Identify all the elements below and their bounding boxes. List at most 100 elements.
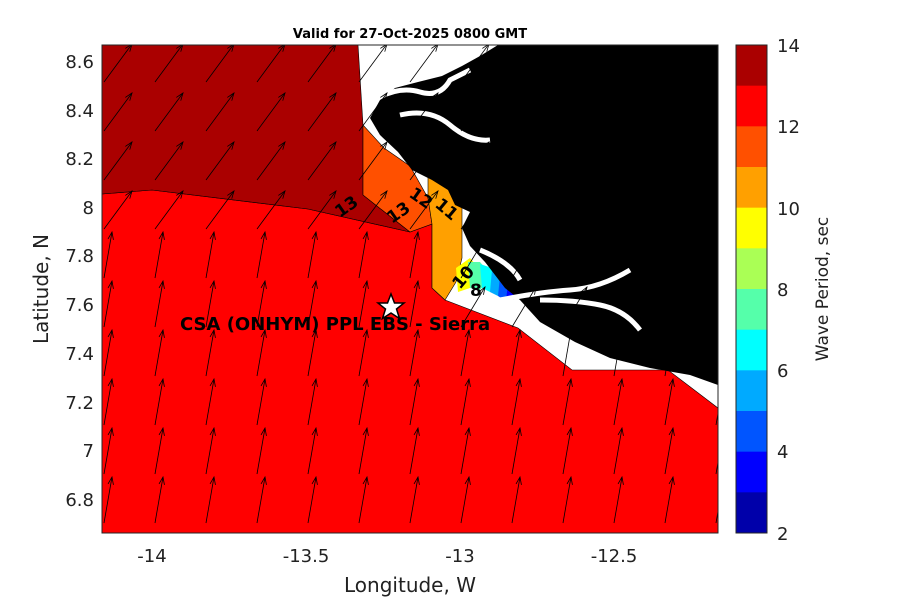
- nearshore-gradient: [456, 258, 516, 300]
- wave-vector-arrowhead: [413, 377, 420, 387]
- wave-vector-arrowhead: [227, 190, 235, 199]
- wave-vector-arrowhead: [413, 426, 420, 436]
- y-tick: 8.2: [65, 149, 94, 170]
- wave-vector-arrow: [307, 476, 317, 524]
- wave-vector-arrow: [154, 231, 164, 279]
- wave-vector-arrowhead: [515, 475, 522, 485]
- wave-vector-arrow: [715, 460, 718, 475]
- wave-vector-arrow: [205, 92, 235, 132]
- wave-vector-arrowhead: [431, 141, 439, 150]
- wave-vector-arrow: [307, 141, 337, 181]
- wave-vector-arrowhead: [278, 141, 286, 150]
- wave-vector-arrow: [154, 190, 184, 230]
- y-axis: 8.6 8.4 8.2 8 7.8 7.6 7.4 7.2 7 6.8: [65, 52, 94, 511]
- wave-vector-arrowhead: [278, 45, 286, 52]
- wave-vector-arrow: [409, 378, 419, 426]
- wave-vector-arrowhead: [464, 377, 471, 387]
- wave-vector-arrowhead: [617, 426, 624, 436]
- wave-vector-arrowhead: [260, 230, 267, 240]
- wave-vector-arrow: [664, 476, 674, 524]
- map-title: Valid for 27-Oct-2025 0800 GMT: [293, 27, 527, 42]
- wave-vector-arrow: [358, 190, 388, 230]
- wave-vector-arrow: [256, 427, 266, 475]
- wave-vector-arrowhead: [311, 377, 318, 387]
- wave-vector-arrow: [307, 231, 317, 279]
- wave-vector-arrowhead: [580, 285, 588, 295]
- contour-label-8: 8: [470, 281, 482, 301]
- wave-vector-arrowhead: [617, 377, 624, 387]
- wave-vector-arrowhead: [329, 92, 337, 101]
- wave-vector-arrowhead: [617, 328, 624, 338]
- wave-vector-arrow: [103, 141, 133, 181]
- wave-vector-arrow: [460, 329, 470, 377]
- wave-vector-arrowhead: [158, 328, 165, 338]
- wave-vector-arrowhead: [107, 230, 114, 240]
- wave-vector-arrow: [307, 92, 337, 132]
- colorbar-segment: [736, 207, 767, 249]
- wave-vector-arrowhead: [668, 475, 675, 485]
- wave-vector-arrow: [358, 141, 388, 181]
- colorbar-segment: [736, 126, 767, 168]
- x-tick: -13: [445, 546, 474, 567]
- wave-vector-arrowhead: [158, 475, 165, 485]
- wave-vector-arrowhead: [668, 426, 675, 436]
- colorbar-tick: 12: [777, 117, 800, 138]
- wave-vector-arrowhead: [227, 141, 235, 150]
- wave-vector-arrow: [103, 280, 113, 328]
- wave-vector-arrowhead: [107, 377, 114, 387]
- wave-vector-arrow: [511, 476, 521, 524]
- y-tick: 8: [83, 198, 94, 219]
- wave-vector-arrowhead: [529, 236, 537, 246]
- colorbar-tick: 6: [777, 361, 788, 382]
- colorbar: [736, 45, 767, 534]
- wave-vector-arrow: [103, 329, 113, 377]
- wave-vector-arrow: [460, 427, 470, 475]
- wave-vector-arrow: [307, 190, 337, 230]
- y-axis-label: Latitude, N: [29, 234, 53, 344]
- wave-vector-arrow: [154, 378, 164, 426]
- wave-vector-arrow: [613, 476, 623, 524]
- wave-vector-arrowhead: [431, 92, 439, 101]
- y-tick: 7.6: [65, 295, 94, 316]
- wave-vector-arrowhead: [720, 477, 725, 485]
- wave-vector-arrow: [307, 280, 317, 328]
- wave-vector-arrow: [715, 509, 718, 524]
- wave-vector-arrow: [256, 329, 266, 377]
- wave-vector-arrowhead: [478, 236, 486, 246]
- y-tick: 8.6: [65, 52, 94, 73]
- wave-vector-arrowhead: [362, 426, 369, 436]
- wave-vector-arrowhead: [566, 377, 573, 387]
- wave-vector-arrowhead: [125, 141, 133, 150]
- wave-vector-arrow: [307, 329, 317, 377]
- wave-vector-arrow: [613, 427, 623, 475]
- colorbar-segment: [736, 370, 767, 412]
- wave-vector-arrowhead: [482, 45, 490, 52]
- wave-vector-arrow: [358, 378, 368, 426]
- wave-vector-arrow: [409, 45, 438, 83]
- estuary-river: [376, 67, 642, 332]
- wave-vector-arrowhead: [464, 475, 471, 485]
- wave-vector-arrowhead: [209, 328, 216, 338]
- wave-vector-arrow: [103, 190, 133, 230]
- wave-vector-arrowhead: [107, 279, 114, 289]
- wave-vector-arrow: [511, 378, 521, 426]
- colorbar-tick: 10: [777, 199, 800, 220]
- wave-vector-arrow: [511, 329, 521, 377]
- wave-vector-arrowhead: [209, 230, 216, 240]
- wave-vector-arrow: [409, 190, 439, 230]
- wave-vector-arrowhead: [413, 475, 420, 485]
- wave-vector-arrow: [460, 45, 489, 83]
- wave-vector-arrow: [205, 141, 235, 181]
- x-tick: -13.5: [283, 546, 330, 567]
- wave-vector-arrow: [154, 141, 184, 181]
- wave-vector-arrowhead: [176, 141, 184, 150]
- wave-vector-arrow: [103, 476, 113, 524]
- wave-vector-arrowhead: [668, 328, 675, 338]
- wave-vector-arrow: [358, 476, 368, 524]
- station-star-icon: [375, 291, 407, 321]
- wave-vector-arrowhead: [720, 428, 725, 436]
- wave-vector-arrow: [358, 427, 368, 475]
- wave-vector-arrow: [562, 378, 572, 426]
- wave-vector-arrow: [460, 92, 490, 132]
- wave-vector-arrow: [256, 45, 285, 83]
